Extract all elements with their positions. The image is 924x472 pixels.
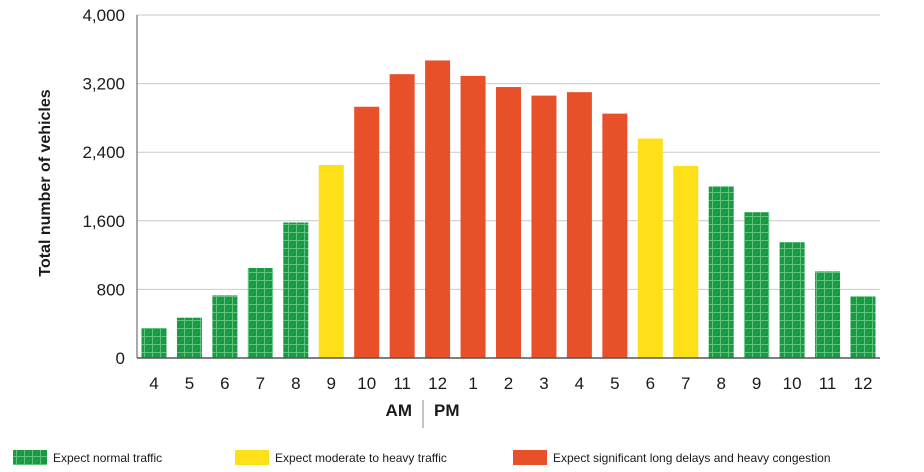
- x-tick-label: 6: [220, 374, 229, 393]
- bar-normal: [779, 242, 805, 358]
- x-tick-label: 10: [783, 374, 802, 393]
- x-tick-label: 10: [357, 374, 376, 393]
- bar-heavy: [566, 92, 592, 359]
- y-tick-label: 800: [97, 280, 125, 299]
- x-tick-label: 5: [185, 374, 194, 393]
- pm-label: PM: [434, 401, 460, 420]
- bar-normal: [141, 327, 167, 358]
- y-tick-label: 1,600: [82, 212, 125, 231]
- legend-swatch-normal: [13, 450, 47, 465]
- bar-normal: [247, 267, 273, 358]
- bar-heavy: [354, 106, 380, 358]
- bar-normal: [283, 222, 309, 358]
- legend-label-normal: Expect normal traffic: [53, 451, 162, 465]
- bar-heavy: [602, 113, 628, 358]
- x-tick-label: 11: [393, 374, 411, 393]
- x-tick-label: 8: [291, 374, 300, 393]
- legend-label-heavy: Expect significant long delays and heavy…: [553, 451, 831, 465]
- legend-swatch-moderate: [235, 450, 269, 465]
- bar-heavy: [496, 87, 521, 358]
- y-tick-labels: 0 800 1,600 2,400 3,200 4,000: [82, 6, 125, 368]
- bar-heavy: [389, 74, 415, 358]
- x-tick-label: 2: [504, 374, 513, 393]
- x-tick-label: 5: [610, 374, 619, 393]
- x-tick-label: 4: [575, 374, 584, 393]
- axes: [136, 15, 880, 359]
- bar-normal: [744, 212, 770, 358]
- x-tick-label: 11: [819, 374, 837, 393]
- y-tick-label: 2,400: [82, 143, 125, 162]
- am-label: AM: [386, 401, 412, 420]
- bar-moderate: [318, 165, 344, 358]
- x-tick-label: 12: [854, 374, 873, 393]
- y-tick-label: 4,000: [82, 6, 125, 25]
- x-tick-label: 9: [327, 374, 336, 393]
- x-tick-label: 7: [681, 374, 690, 393]
- bar-normal: [708, 186, 734, 358]
- bars-group: [141, 60, 876, 359]
- x-tick-label: 3: [539, 374, 548, 393]
- x-tick-label: 6: [646, 374, 655, 393]
- x-tick-label: 9: [752, 374, 761, 393]
- bar-moderate: [673, 165, 699, 358]
- x-tick-label: 1: [468, 374, 477, 393]
- legend-swatch-heavy: [513, 450, 547, 465]
- bar-heavy: [531, 95, 557, 358]
- bar-normal: [815, 271, 841, 358]
- bar-moderate: [637, 138, 663, 358]
- bar-normal: [176, 317, 202, 358]
- bar-heavy: [425, 60, 451, 358]
- legend-label-moderate: Expect moderate to heavy traffic: [275, 451, 447, 465]
- bar-heavy: [460, 75, 486, 358]
- y-tick-label: 3,200: [82, 75, 125, 94]
- bar-normal: [850, 296, 876, 358]
- x-tick-label: 8: [716, 374, 725, 393]
- y-axis-label: Total number of vehicles: [37, 89, 54, 276]
- x-tick-label: 12: [428, 374, 447, 393]
- legend: Expect normal traffic Expect moderate to …: [13, 450, 831, 465]
- bar-normal: [212, 295, 238, 358]
- x-tick-labels: 4 5 6 7 8 9 10 11 12 1 2 3 4 5 6 7 8 9 10 11 12: [149, 374, 872, 393]
- y-tick-label: 0: [116, 349, 125, 368]
- x-tick-label: 7: [256, 374, 265, 393]
- x-tick-label: 4: [149, 374, 158, 393]
